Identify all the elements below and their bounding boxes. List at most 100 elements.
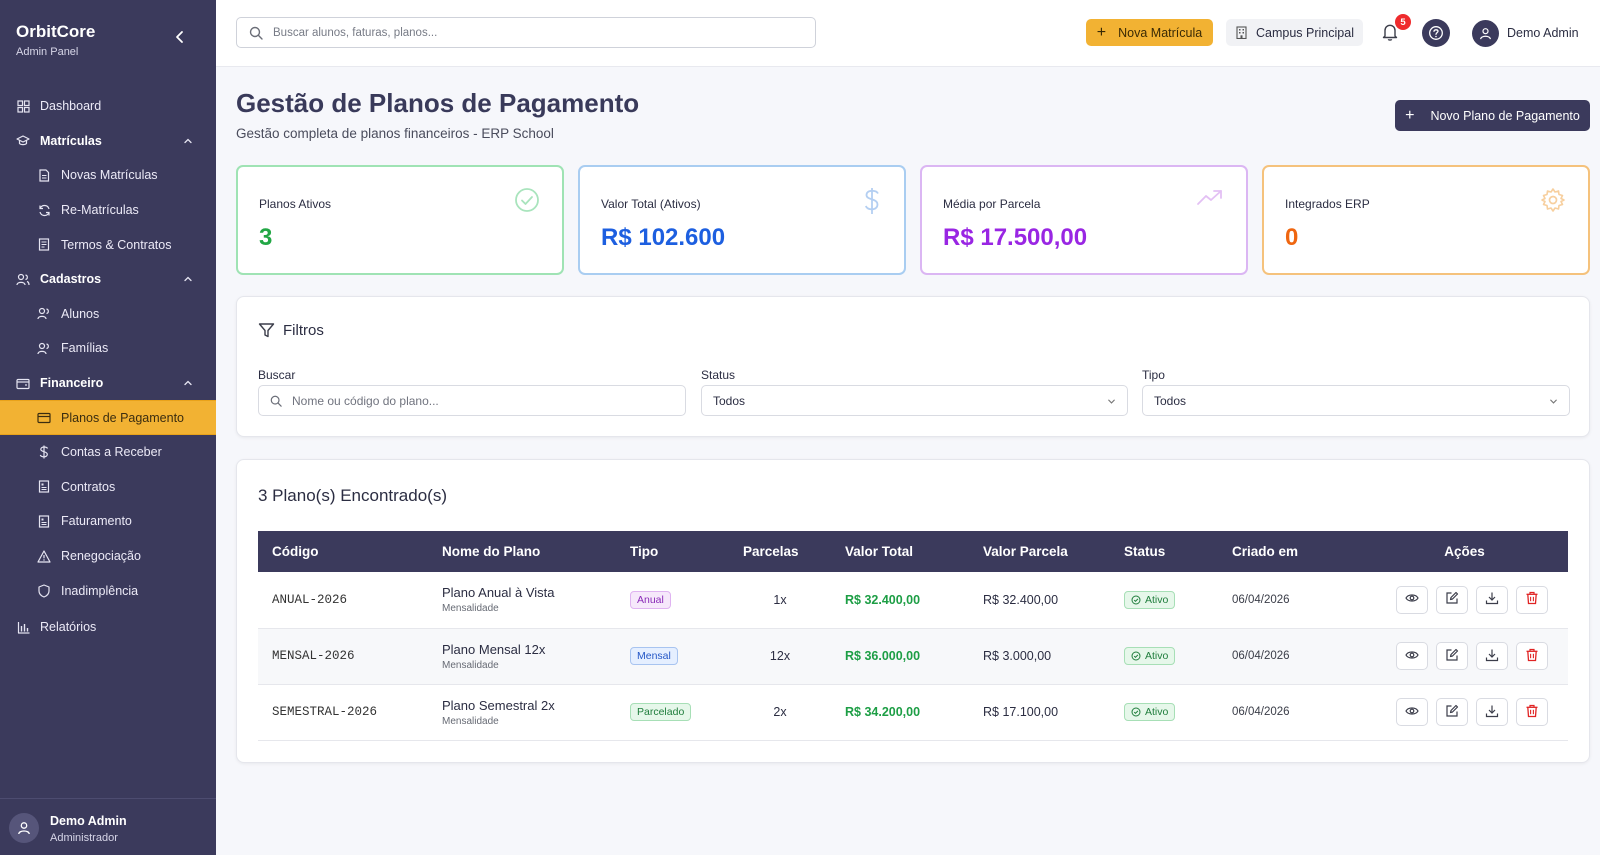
status-text: Ativo (1145, 593, 1169, 606)
edit-icon (1445, 591, 1459, 608)
brand: OrbitCore Admin Panel (16, 22, 95, 58)
plan-code: ANUAL-2026 (272, 592, 348, 607)
sidebar-group-cadastros[interactable]: Cadastros (0, 262, 216, 297)
edit-icon (1445, 648, 1459, 665)
plan-status-cell: Ativo (1110, 628, 1218, 684)
plan-created: 06/04/2026 (1232, 650, 1290, 662)
sidebar-item-contas-a-receber[interactable]: Contas a Receber (0, 435, 216, 470)
gear-icon (1540, 187, 1566, 218)
sidebar-item-familias[interactable]: Famílias (0, 331, 216, 366)
plan-status-cell: Ativo (1110, 572, 1218, 628)
edit-button[interactable] (1435, 642, 1468, 670)
column-header[interactable]: Status (1124, 544, 1166, 559)
bell-icon[interactable] (1381, 22, 1399, 42)
sidebar-item-re-matriculas[interactable]: Re-Matrículas (0, 193, 216, 228)
graduation-cap-icon (16, 134, 30, 148)
download-button[interactable] (1475, 642, 1508, 670)
file-text-icon (37, 168, 51, 182)
campus-selector[interactable]: Campus Principal (1226, 19, 1363, 46)
page-title: Gestão de Planos de Pagamento (236, 88, 640, 118)
stat-value: R$ 102.600 (601, 224, 726, 251)
download-button[interactable] (1475, 585, 1508, 614)
nova-matricula-label: Nova Matrícula (1118, 25, 1203, 40)
table-row[interactable]: SEMESTRAL-2026 Plano Semestral 2x Mensali… (258, 684, 1568, 740)
sidebar-nav: Dashboard Matrículas Novas Matrículas Re… (0, 89, 216, 645)
sidebar-item-label: Dashboard (40, 99, 102, 114)
download-button[interactable] (1475, 698, 1508, 726)
global-search-input[interactable] (273, 18, 803, 47)
sidebar-user-name: Demo Admin (50, 814, 127, 828)
help-icon[interactable] (1422, 19, 1450, 47)
sidebar-item-planos-de-pagamento[interactable]: Planos de Pagamento (0, 400, 216, 435)
plan-status-cell: Ativo (1110, 684, 1218, 740)
sidebar-item-contratos[interactable]: Contratos (0, 470, 216, 505)
stat-card-valor-total: Valor Total (Ativos) R$ 102.600 (578, 165, 906, 275)
column-header[interactable]: Parcelas (743, 544, 799, 559)
user-menu[interactable]: Demo Admin (1472, 19, 1579, 47)
users-icon (37, 341, 51, 355)
eye-icon (1404, 591, 1419, 608)
type-select[interactable]: Todos (1142, 385, 1570, 416)
avatar (9, 813, 39, 843)
delete-button[interactable] (1515, 585, 1548, 614)
delete-button[interactable] (1515, 698, 1548, 726)
column-header: Ações (1444, 544, 1485, 559)
plan-installments: 12x (769, 649, 791, 663)
sidebar-item-faturamento[interactable]: Faturamento (0, 504, 216, 539)
column-header[interactable]: Valor Parcela (983, 544, 1068, 559)
sidebar-item-label: Contas a Receber (61, 445, 162, 460)
plan-search-field[interactable] (258, 385, 686, 416)
sidebar-group-matriculas[interactable]: Matrículas (0, 124, 216, 159)
filters-card: Filtros Buscar Status Todos Tipo Todos (236, 296, 1590, 437)
check-circle-icon (1131, 707, 1141, 717)
chevron-down-icon (1548, 396, 1559, 410)
plan-installments: 2x (773, 705, 787, 719)
sidebar-item-relatorios[interactable]: Relatórios (0, 610, 216, 645)
plus-icon: + (1096, 23, 1107, 41)
nova-matricula-button[interactable]: + Nova Matrícula (1086, 19, 1213, 46)
view-button[interactable] (1395, 642, 1428, 670)
status-badge: Ativo (1124, 590, 1176, 609)
column-header[interactable]: Criado em (1232, 544, 1299, 559)
sidebar-item-label: Famílias (61, 341, 109, 356)
view-button[interactable] (1395, 585, 1428, 614)
plan-total: R$ 34.200,00 (845, 705, 921, 719)
filter-icon (258, 322, 275, 339)
chevron-up-icon (182, 135, 194, 147)
collapse-sidebar-icon[interactable] (172, 28, 188, 46)
sidebar-item-renegociacao[interactable]: Renegociação (0, 539, 216, 574)
view-button[interactable] (1395, 698, 1428, 726)
edit-button[interactable] (1435, 585, 1468, 614)
sidebar-user[interactable]: Demo Admin Administrador (0, 798, 216, 855)
results-title: 3 Plano(s) Encontrado(s) (258, 486, 447, 505)
sidebar-item-novas-matriculas[interactable]: Novas Matrículas (0, 158, 216, 193)
users-icon (16, 272, 30, 286)
status-badge: Ativo (1124, 703, 1176, 721)
table-row[interactable]: MENSAL-2026 Plano Mensal 12x Mensalidade … (258, 628, 1568, 684)
edit-button[interactable] (1435, 698, 1468, 726)
column-header[interactable]: Código (272, 544, 319, 559)
status-select[interactable]: Todos (701, 385, 1128, 416)
sidebar-group-financeiro[interactable]: Financeiro (0, 366, 216, 401)
sidebar-item-termos-contratos[interactable]: Termos & Contratos (0, 227, 216, 262)
column-header[interactable]: Valor Total (845, 544, 914, 559)
novo-plano-button[interactable]: + Novo Plano de Pagamento (1395, 100, 1590, 131)
sidebar-item-label: Planos de Pagamento (61, 410, 185, 425)
topbar: + Nova Matrícula Campus Principal 5 Demo… (216, 0, 1600, 67)
sidebar-item-label: Matrículas (40, 133, 102, 148)
plan-category: Mensalidade (442, 603, 499, 615)
sidebar-item-inadimplencia[interactable]: Inadimplência (0, 573, 216, 608)
column-header[interactable]: Tipo (630, 544, 659, 559)
global-search[interactable] (236, 17, 816, 48)
delete-button[interactable] (1515, 642, 1548, 670)
type-label: Tipo (1142, 368, 1165, 382)
table-row[interactable]: ANUAL-2026 Plano Anual à Vista Mensalidad… (258, 572, 1568, 628)
sidebar-item-label: Cadastros (40, 272, 102, 287)
credit-card-icon (37, 411, 51, 425)
sidebar-item-alunos[interactable]: Alunos (0, 297, 216, 332)
plan-search-input[interactable] (292, 386, 672, 415)
check-circle-icon (1131, 651, 1141, 661)
plan-type-cell: Anual (616, 572, 729, 628)
sidebar-item-dashboard[interactable]: Dashboard (0, 89, 216, 124)
column-header[interactable]: Nome do Plano (442, 544, 541, 559)
